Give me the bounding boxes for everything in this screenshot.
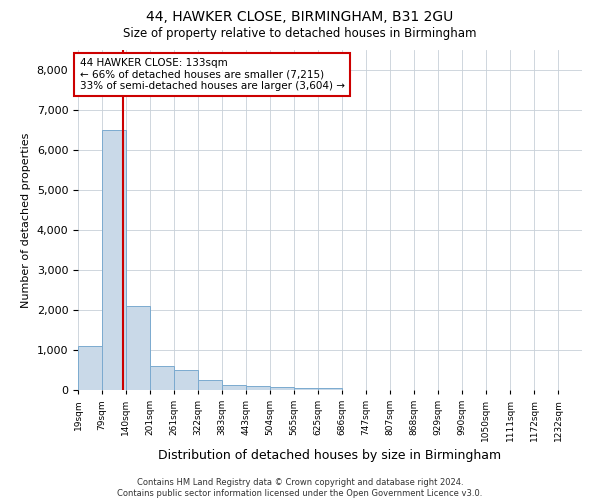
Bar bbox=[174, 370, 198, 390]
Bar bbox=[78, 346, 102, 390]
Bar bbox=[318, 388, 342, 390]
Text: Size of property relative to detached houses in Birmingham: Size of property relative to detached ho… bbox=[123, 28, 477, 40]
Bar bbox=[246, 386, 270, 390]
X-axis label: Distribution of detached houses by size in Birmingham: Distribution of detached houses by size … bbox=[158, 450, 502, 462]
Bar bbox=[222, 385, 246, 390]
Bar bbox=[126, 306, 150, 390]
Text: 44 HAWKER CLOSE: 133sqm
← 66% of detached houses are smaller (7,215)
33% of semi: 44 HAWKER CLOSE: 133sqm ← 66% of detache… bbox=[80, 58, 344, 91]
Bar bbox=[294, 388, 318, 390]
Text: Contains HM Land Registry data © Crown copyright and database right 2024.
Contai: Contains HM Land Registry data © Crown c… bbox=[118, 478, 482, 498]
Text: 44, HAWKER CLOSE, BIRMINGHAM, B31 2GU: 44, HAWKER CLOSE, BIRMINGHAM, B31 2GU bbox=[146, 10, 454, 24]
Bar bbox=[102, 130, 126, 390]
Bar bbox=[270, 387, 294, 390]
Y-axis label: Number of detached properties: Number of detached properties bbox=[21, 132, 31, 308]
Bar bbox=[198, 380, 222, 390]
Bar bbox=[150, 366, 174, 390]
